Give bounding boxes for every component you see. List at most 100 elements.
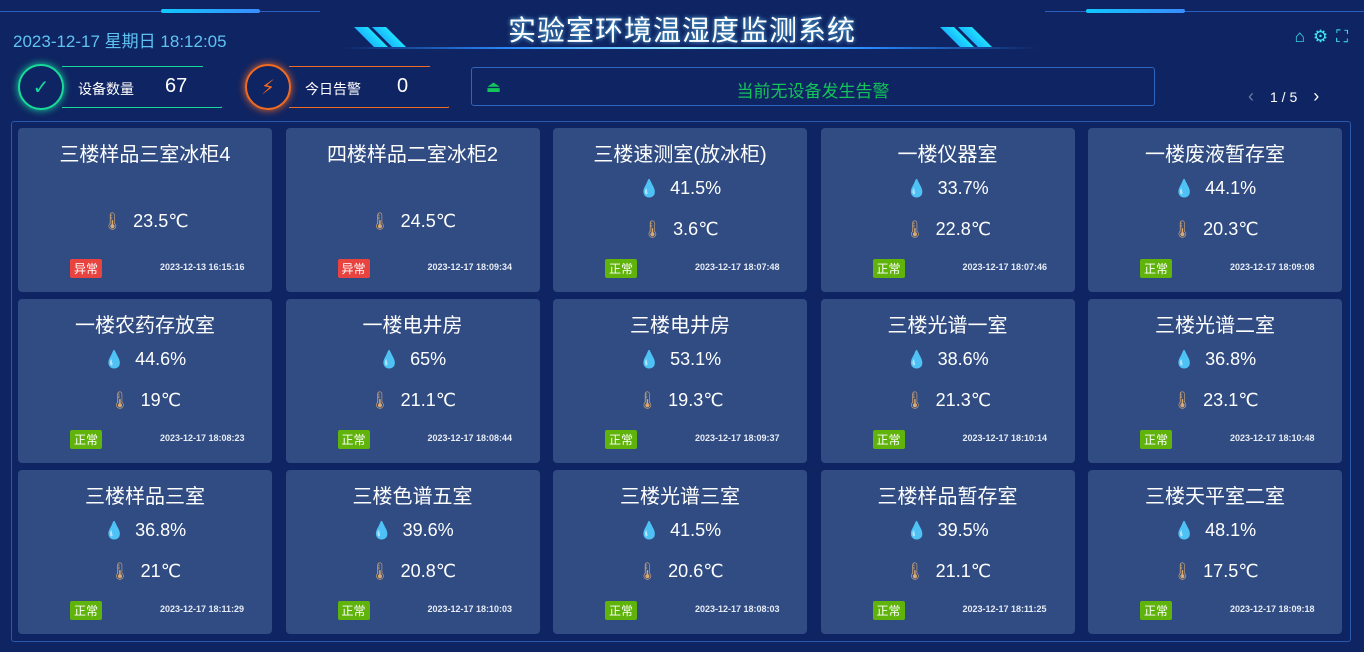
humidity-value: 36.8% (1205, 349, 1257, 369)
device-card[interactable]: 一楼废液暂存室 💧 44.1% 🌡 20.3℃ 正常 2023-12-17 18:09:08 (1088, 128, 1342, 292)
humidity-icon: 💧 (1173, 350, 1196, 369)
update-time: 2023-12-17 18:08:44 (427, 433, 513, 443)
status-badge: 正常 (70, 430, 103, 449)
temperature-row: 🌡 20.6℃ (553, 561, 807, 582)
status-badge: 正常 (872, 430, 905, 449)
humidity-row: 💧 39.6% (286, 520, 540, 541)
humidity-value: 41.5% (670, 178, 722, 198)
update-time: 2023-12-17 18:09:18 (1230, 604, 1315, 614)
humidity-icon: 💧 (1173, 521, 1196, 540)
header-line-right (1045, 11, 1364, 12)
temperature-row: 🌡 21.1℃ (821, 561, 1075, 582)
device-name: 三楼样品三室 (85, 486, 205, 508)
temperature-value: 21℃ (140, 561, 181, 581)
update-time: 2023-12-17 18:07:48 (695, 262, 780, 272)
device-card[interactable]: 三楼样品三室 💧 36.8% 🌡 21℃ 正常 2023-12-17 18:11:29 (18, 470, 272, 634)
temperature-row: 🌡 21℃ (18, 561, 272, 582)
stat-device-count: ✓ 设备数量 67 (18, 64, 228, 110)
humidity-icon: 💧 (906, 521, 928, 540)
humidity-icon: 💧 (638, 179, 661, 198)
page-indicator: 1 / 5 (1270, 88, 1298, 105)
temperature-value: 19℃ (140, 390, 181, 410)
thermometer-icon: 🌡 (109, 391, 131, 410)
humidity-icon: 💧 (638, 350, 661, 369)
device-card[interactable]: 三楼电井房 💧 53.1% 🌡 19.3℃ 正常 2023-12-17 18:09:37 (553, 299, 807, 463)
thermometer-icon: 🌡 (904, 220, 926, 239)
device-card[interactable]: 三楼光谱三室 💧 41.5% 🌡 20.6℃ 正常 2023-12-17 18:08:03 (553, 470, 807, 634)
device-name: 三楼光谱三室 (620, 486, 740, 508)
status-badge: 异常 (337, 259, 370, 278)
device-card[interactable]: 三楼色谱五室 💧 39.6% 🌡 20.8℃ 正常 2023-12-17 18:10:03 (285, 470, 540, 634)
temperature-value: 24.5℃ (400, 211, 456, 231)
header-line-left (0, 11, 320, 12)
update-time: 2023-12-17 18:08:23 (160, 433, 245, 443)
device-card[interactable]: 三楼光谱二室 💧 36.8% 🌡 23.1℃ 正常 2023-12-17 18:10:48 (1088, 299, 1342, 463)
device-name: 一楼仪器室 (897, 144, 998, 166)
humidity-value: 48.1% (1205, 520, 1257, 540)
update-time: 2023-12-17 18:10:48 (1230, 433, 1315, 443)
temperature-value: 20.6℃ (668, 561, 724, 581)
update-time: 2023-12-17 18:09:34 (427, 262, 513, 272)
device-name: 三楼样品暂存室 (877, 486, 1018, 508)
device-card[interactable]: 三楼天平室二室 💧 48.1% 🌡 17.5℃ 正常 2023-12-17 18:09:18 (1088, 470, 1342, 634)
humidity-value: 39.6% (402, 520, 454, 540)
status-badge: 正常 (872, 259, 905, 278)
device-name: 一楼废液暂存室 (1145, 144, 1285, 166)
humidity-value: 39.5% (937, 520, 989, 540)
humidity-row: 💧 65% (286, 349, 540, 370)
thermometer-icon: 🌡 (1171, 391, 1194, 410)
fullscreen-icon[interactable]: ⛶ (1336, 27, 1348, 46)
device-panel (11, 121, 1351, 642)
temperature-value: 21.3℃ (935, 390, 991, 410)
humidity-row: 💧 33.7% (821, 178, 1075, 199)
thermometer-icon: 🌡 (904, 391, 926, 410)
thermometer-icon: 🌡 (109, 562, 131, 581)
temperature-row: 🌡 22.8℃ (821, 219, 1075, 240)
thermometer-icon: 🌡 (1171, 562, 1194, 581)
status-badge: 正常 (1140, 259, 1173, 278)
temperature-value: 19.3℃ (668, 390, 724, 410)
humidity-icon: 💧 (378, 350, 401, 369)
device-card[interactable]: 三楼样品三室冰柜4 🌡 23.5℃ 异常 2023-12-13 16:15:16 (18, 128, 272, 292)
device-name: 一楼电井房 (362, 315, 463, 337)
alarm-light-icon: ⚡ (245, 64, 291, 110)
update-time: 2023-12-17 18:10:03 (427, 604, 513, 614)
thermometer-icon: 🌡 (101, 212, 124, 231)
temperature-value: 20.3℃ (1203, 219, 1259, 239)
thermometer-icon: 🌡 (641, 220, 664, 239)
humidity-row: 💧 38.6% (821, 349, 1075, 370)
update-time: 2023-12-17 18:09:37 (695, 433, 780, 443)
temperature-row: 🌡 24.5℃ (286, 211, 540, 232)
device-name: 三楼天平室二室 (1145, 486, 1285, 508)
device-card[interactable]: 一楼仪器室 💧 33.7% 🌡 22.8℃ 正常 2023-12-17 18:07:46 (820, 128, 1075, 292)
temperature-row: 🌡 20.3℃ (1088, 219, 1342, 240)
device-card[interactable]: 一楼电井房 💧 65% 🌡 21.1℃ 正常 2023-12-17 18:08:44 (285, 299, 540, 463)
humidity-row: 💧 41.5% (553, 178, 807, 199)
update-time: 2023-12-17 18:10:14 (962, 433, 1048, 443)
status-badge: 正常 (605, 601, 638, 620)
update-time: 2023-12-17 18:11:29 (160, 604, 245, 614)
temperature-value: 23.1℃ (1203, 390, 1259, 410)
device-card[interactable]: 一楼农药存放室 💧 44.6% 🌡 19℃ 正常 2023-12-17 18:08:23 (18, 299, 272, 463)
device-name: 三楼光谱二室 (1155, 315, 1275, 337)
home-icon[interactable]: ⌂ (1294, 27, 1305, 46)
device-card[interactable]: 四楼样品二室冰柜2 🌡 24.5℃ 异常 2023-12-17 18:09:34 (285, 128, 540, 292)
humidity-value: 41.5% (670, 520, 722, 540)
prev-page-button[interactable]: ‹ (1248, 86, 1254, 106)
temperature-value: 20.8℃ (400, 561, 456, 581)
humidity-icon: 💧 (371, 521, 393, 540)
humidity-row: 💧 44.6% (18, 349, 272, 370)
gear-icon[interactable]: ⚙ (1312, 27, 1329, 46)
humidity-row: 💧 36.8% (18, 520, 272, 541)
device-card[interactable]: 三楼样品暂存室 💧 39.5% 🌡 21.1℃ 正常 2023-12-17 18:11:25 (820, 470, 1075, 634)
status-badge: 正常 (337, 601, 370, 620)
device-card[interactable]: 三楼光谱一室 💧 38.6% 🌡 21.3℃ 正常 2023-12-17 18:10:14 (820, 299, 1075, 463)
temperature-value: 23.5℃ (133, 211, 189, 231)
humidity-value: 38.6% (937, 349, 989, 369)
humidity-icon: 💧 (1173, 179, 1196, 198)
status-badge: 异常 (70, 259, 103, 278)
device-card[interactable]: 三楼速测室(放冰柜) 💧 41.5% 🌡 3.6℃ 正常 2023-12-17 18:07:… (553, 128, 807, 292)
next-page-button[interactable]: › (1313, 86, 1320, 106)
humidity-value: 36.8% (135, 520, 187, 540)
temperature-value: 21.1℃ (400, 390, 456, 410)
